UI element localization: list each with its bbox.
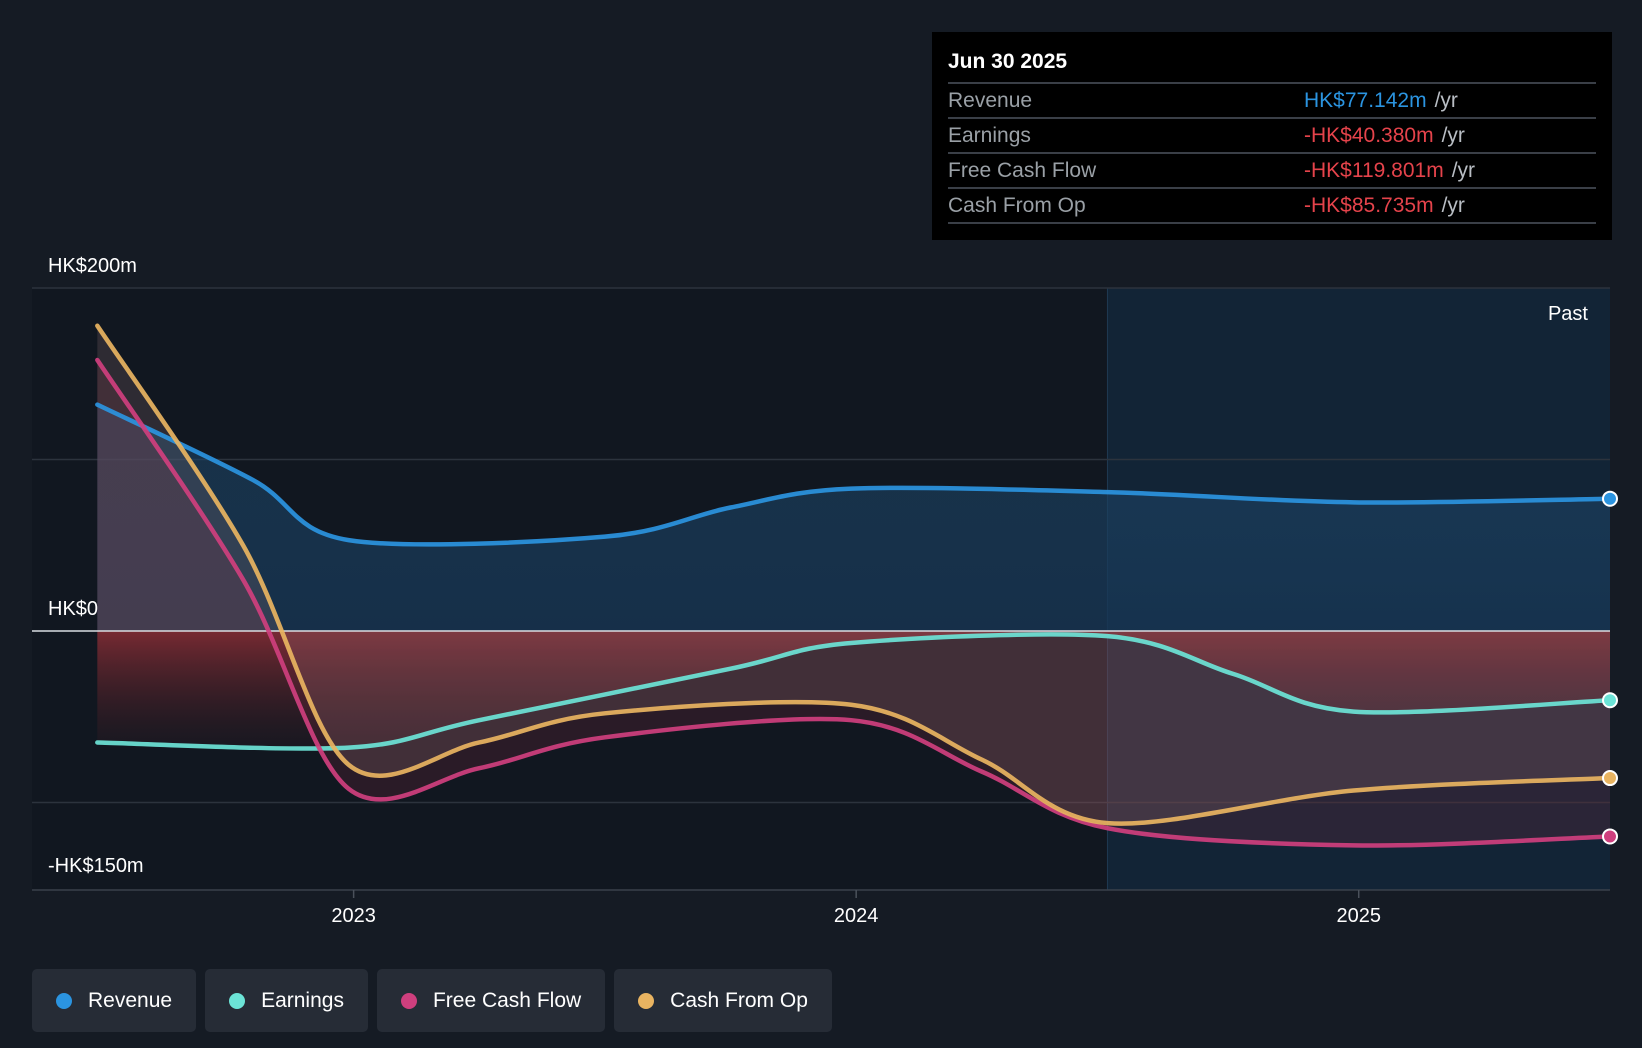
area-free-cash-flow (97, 360, 1610, 846)
endpoint-revenue (1602, 490, 1618, 507)
x-tick-label: 2024 (834, 905, 879, 927)
tooltip-row-revenue: Revenue HK$77.142m /yr (948, 84, 1596, 119)
tooltip-row-earnings: Earnings -HK$40.380m /yr (948, 119, 1596, 154)
past-label: Past (1548, 303, 1588, 325)
tooltip-value: -HK$85.735m (1304, 194, 1434, 217)
tooltip-label: Earnings (948, 124, 1031, 147)
series-lines (95, 323, 1613, 848)
tooltip-label: Revenue (948, 89, 1033, 112)
area-cash-from-op (97, 325, 1610, 824)
x-tick-label: 2025 (1336, 905, 1381, 927)
legend-item-earnings[interactable]: Earnings (205, 969, 368, 1032)
x-tick-label: 2023 (331, 905, 376, 927)
legend-item-cash-from-op[interactable]: Cash From Op (614, 969, 832, 1032)
tooltip-label: Free Cash Flow (948, 159, 1097, 182)
line-revenue (95, 402, 1613, 547)
legend-item-free-cash-flow[interactable]: Free Cash Flow (376, 969, 606, 1032)
legend-item-revenue[interactable]: Revenue (32, 969, 197, 1032)
tooltip-label: Cash From Op (948, 194, 1086, 217)
endpoint-free-cash-flow (1602, 828, 1618, 845)
tooltip-unit: /yr (1434, 89, 1458, 112)
legend-dot-icon (400, 992, 417, 1009)
x-axis: 2023 2024 2025 (331, 890, 1381, 927)
tooltip-date: Jun 30 2025 (948, 46, 1596, 84)
tooltip-value: -HK$40.380m (1304, 124, 1434, 147)
legend-dot-icon (56, 992, 72, 1009)
tooltip-value: -HK$119.801m (1304, 159, 1444, 182)
endpoint-earnings (1602, 692, 1618, 709)
series-endpoints (1602, 490, 1618, 845)
tooltip-row-cash-from-op: Cash From Op -HK$85.735m /yr (948, 189, 1596, 224)
line-earnings (95, 632, 1613, 751)
grid-lines (32, 287, 1610, 891)
tooltip-unit: /yr (1451, 159, 1476, 182)
tooltip: Jun 30 2025 Revenue HK$77.142m /yr Earni… (932, 32, 1612, 240)
area-revenue (97, 404, 1610, 631)
tooltip-unit: /yr (1441, 194, 1465, 217)
tooltip-value: HK$77.142m (1304, 89, 1427, 112)
line-free-cash-flow (95, 357, 1613, 848)
legend-dot-icon (638, 992, 655, 1009)
tooltip-unit: /yr (1441, 124, 1465, 147)
y-label-bottom: -HK$150m (48, 855, 144, 877)
legend: Revenue Earnings Free Cash Flow Cash Fro… (32, 969, 832, 1032)
legend-label: Earnings (261, 988, 344, 1012)
legend-dot-icon (229, 992, 246, 1009)
tooltip-row-free-cash-flow: Free Cash Flow -HK$119.801m /yr (948, 154, 1596, 189)
legend-label: Revenue (88, 988, 173, 1012)
y-label-zero: HK$0 (48, 598, 98, 620)
y-label-top: HK$200m (48, 255, 137, 277)
legend-label: Free Cash Flow (432, 988, 582, 1012)
endpoint-cash-from-op (1602, 770, 1618, 787)
legend-label: Cash From Op (670, 988, 808, 1012)
line-cash-from-op (95, 323, 1613, 826)
